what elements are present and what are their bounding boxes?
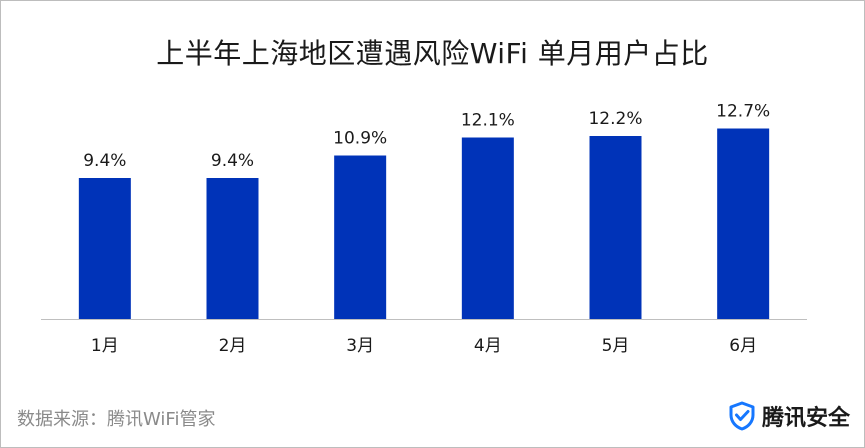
data-label: 10.9% [333,129,387,149]
bar [461,137,514,319]
data-source: 数据来源：腾讯WiFi管家 [17,409,216,430]
x-tick-label: 5月 [602,336,630,356]
bar [589,136,642,319]
data-label: 12.2% [588,109,642,129]
x-tick-label: 2月 [219,336,247,356]
data-label: 12.1% [461,111,515,131]
bar [78,178,131,319]
chart-title: 上半年上海地区遭遇风险WiFi 单月用户占比 [156,37,709,70]
shield-check-icon [729,401,755,431]
bar [206,178,259,319]
data-label: 9.4% [83,151,126,171]
x-tick-label: 1月 [91,336,119,356]
x-tick-label: 3月 [346,336,374,356]
brand-logo: 腾讯安全 [728,400,850,432]
data-label: 9.4% [211,151,254,171]
bar [717,128,770,319]
bar [334,155,387,319]
x-tick-label: 4月 [474,336,502,356]
logo-text: 腾讯安全 [761,406,850,431]
x-tick-label: 6月 [729,336,757,356]
data-label: 12.7% [716,102,770,122]
